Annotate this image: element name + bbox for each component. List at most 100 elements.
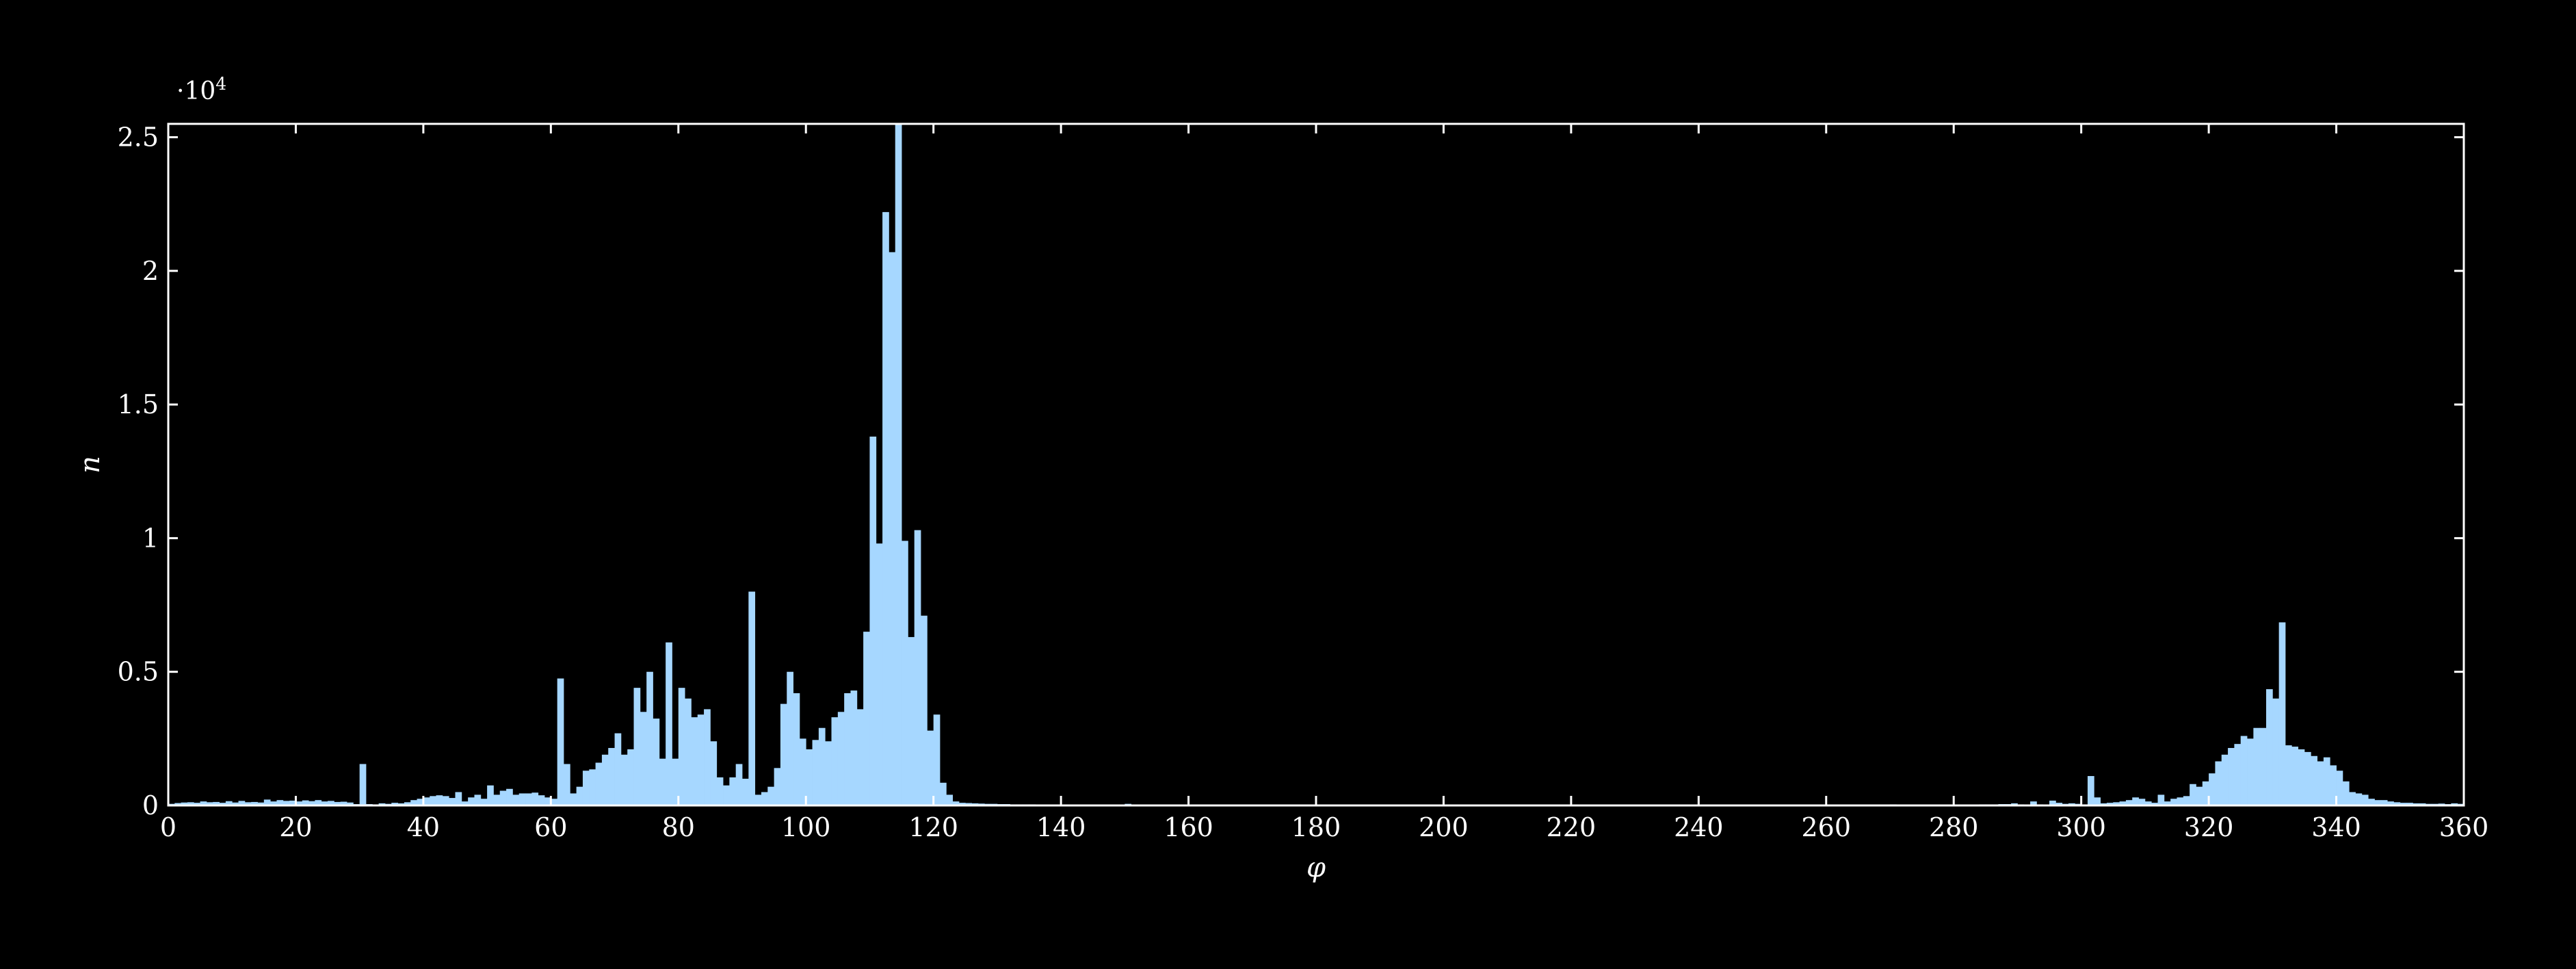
histogram-bar [480,799,488,805]
histogram-bar [2413,803,2420,805]
histogram-bar [442,796,449,805]
histogram-bar [780,703,787,805]
histogram-bar [735,764,743,805]
x-tick-label: 20 [279,812,312,842]
histogram-bar [436,795,443,805]
histogram-bar [289,800,296,805]
x-tick-label: 340 [2311,812,2361,842]
histogram-bar [538,795,545,805]
histogram-bar [2183,796,2190,805]
histogram-bar [2374,800,2382,805]
histogram-bar [2361,794,2369,805]
x-tick-label: 100 [781,812,831,842]
histogram-bar [2100,803,2107,805]
y-tick-label: 1.5 [118,389,159,419]
histogram-bar [2311,755,2317,805]
histogram-bar [423,797,430,805]
histogram-bar [2106,803,2114,805]
histogram-bar [666,642,672,805]
histogram-bar [958,803,966,805]
histogram-bar [2355,793,2363,805]
histogram-bar [933,714,941,805]
histogram-bar [876,543,883,805]
histogram-bar [2011,803,2018,805]
histogram-bar [653,719,660,805]
histogram-bar [506,788,513,805]
bars-layer [168,124,2465,806]
y-tick-label: 1 [142,523,159,553]
histogram-bar [551,799,558,805]
histogram-bar [882,211,889,805]
histogram-bar [2234,744,2242,805]
histogram-bar [2419,803,2426,805]
histogram-bar [347,802,354,805]
x-tick-label: 300 [2056,812,2106,842]
histogram-bar [2196,786,2203,805]
y-tick-label: 2 [142,256,159,286]
x-tick-label: 280 [1929,812,1979,842]
histogram-bar [2291,747,2299,805]
histogram-bar [461,801,469,805]
histogram-bar [691,717,698,805]
histogram-bar [2094,797,2101,805]
histogram-bar [633,688,641,805]
histogram-bar [2068,803,2075,805]
histogram-bar [710,741,718,805]
histogram-bar [799,738,806,805]
histogram-bar [187,802,194,805]
histogram-bar [2393,802,2401,805]
histogram-bar [397,803,405,805]
histogram-bar [321,801,328,805]
histogram-bar [232,802,239,805]
histogram-bar [270,801,277,805]
histogram-bar [2298,749,2305,805]
histogram-bar [902,541,908,805]
histogram-bar [2240,736,2248,805]
histogram-bar [2132,797,2139,805]
histogram-bar [263,799,271,805]
histogram-bar [2170,799,2177,805]
histogram-bar [2272,698,2280,805]
histogram-bar [927,730,934,805]
histogram-bar [315,800,322,805]
histogram-bar [518,793,526,805]
y-axis-label: n [75,456,106,474]
histogram-bar [404,802,411,805]
histogram-bar [487,785,494,805]
x-tick-label: 40 [407,812,440,842]
histogram-bar [276,800,284,805]
histogram-bar [2209,773,2216,805]
histogram-bar [257,802,265,805]
histogram-bar [449,798,456,805]
histogram-bar [2387,801,2394,805]
histogram-bar [570,793,577,805]
histogram-bar [595,762,603,805]
histogram-bar [895,124,902,805]
histogram-bar [308,801,315,805]
x-tick-label: 0 [160,812,176,842]
histogram-bar [908,636,915,805]
histogram-bar [697,714,705,805]
histogram-bar [2190,784,2196,805]
histogram-bar [282,801,290,805]
histogram-bar [2285,745,2292,805]
histogram-bar [965,803,972,805]
histogram-bar [499,790,507,805]
histogram-bar [614,733,622,805]
histogram-bar [2177,797,2184,805]
histogram-bar [2336,771,2343,805]
tick-labels-layer: 0 20 40 60 80 100 120 140 160 180 200 220 240 260 280 3… [118,122,2489,842]
histogram-bar [2342,781,2350,805]
histogram-bar [806,749,813,805]
histogram-bar [334,801,341,805]
histogram-bar [761,792,768,805]
histogram-bar [2349,792,2356,805]
x-tick-label: 140 [1036,812,1086,842]
histogram-bar [576,786,583,805]
histogram-bar [2049,800,2056,805]
histogram-bar [2157,794,2165,805]
histogram-bar [672,758,679,805]
y-axis-multiplier: ·104 [176,74,226,105]
histogram-bar [468,797,475,805]
histogram-bar [251,801,258,805]
